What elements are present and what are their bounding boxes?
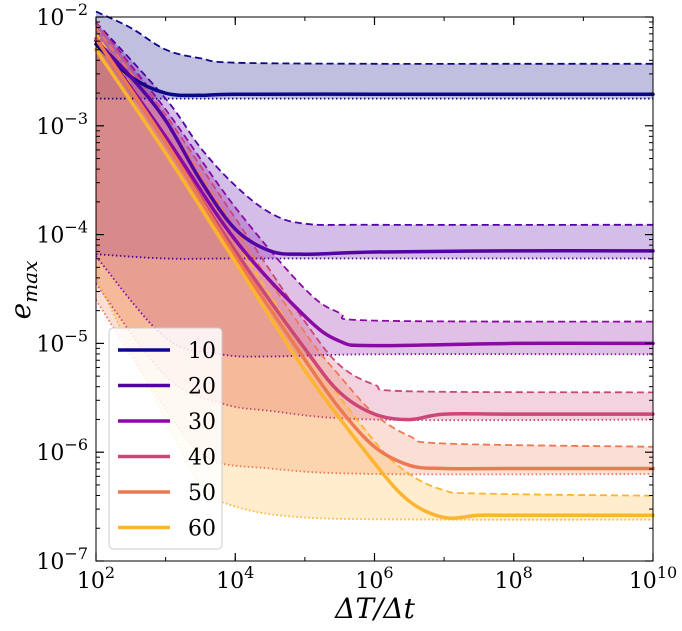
x-tick-label-exp: 8 bbox=[523, 563, 533, 582]
y-axis-title-sub: max bbox=[18, 261, 42, 303]
x-tick-label-exp: 6 bbox=[383, 563, 393, 582]
x-tick-labels: 102 104 106 108 1010 bbox=[77, 563, 677, 594]
x-tick-label: 1010 bbox=[629, 563, 677, 594]
x-tick-label: 108 bbox=[495, 563, 533, 594]
band-series-60 bbox=[96, 33, 653, 520]
x-tick-label-base: 10 bbox=[216, 569, 244, 594]
band-series-50 bbox=[96, 27, 653, 475]
x-tick-label-exp: 4 bbox=[244, 563, 254, 582]
y-tick-label: 10−7 bbox=[36, 544, 88, 575]
legend-label-20: 20 bbox=[188, 375, 216, 400]
y-tick-label-base: 10 bbox=[36, 115, 64, 140]
y-tick-label: 10−6 bbox=[36, 435, 88, 466]
y-axis-title-base: e bbox=[4, 303, 37, 320]
band-series-20 bbox=[96, 22, 653, 259]
x-tick-label-base: 10 bbox=[629, 569, 657, 594]
band-series-40 bbox=[96, 22, 653, 421]
legend-label-30: 30 bbox=[188, 410, 216, 435]
y-tick-label-exp: −3 bbox=[64, 109, 88, 128]
x-tick-label-base: 10 bbox=[495, 569, 523, 594]
legend-items: 10 20 30 40 50 60 bbox=[118, 339, 216, 542]
y-axis-title: emax bbox=[4, 261, 42, 320]
upper-line-series-10 bbox=[95, 10, 653, 65]
y-tick-label: 10−4 bbox=[36, 218, 88, 249]
legend: 10 20 30 40 50 60 bbox=[108, 327, 223, 550]
upper-line-series-30 bbox=[95, 21, 654, 323]
lower-line-series-40 bbox=[95, 283, 654, 422]
legend-label-10: 10 bbox=[188, 339, 216, 364]
minor-ticks bbox=[95, 17, 654, 561]
median-line-series-60 bbox=[94, 47, 655, 520]
x-tick-label: 104 bbox=[216, 563, 254, 594]
x-tick-label: 106 bbox=[355, 563, 393, 594]
band-series-10 bbox=[96, 11, 653, 99]
y-tick-label: 10−5 bbox=[36, 326, 88, 357]
y-tick-label-base: 10 bbox=[36, 224, 64, 249]
x-axis-title: ΔT/Δt bbox=[334, 592, 416, 625]
x-tick-label-exp: 10 bbox=[657, 563, 677, 582]
upper-line-series-40 bbox=[95, 21, 654, 394]
x-tick-label: 102 bbox=[77, 563, 115, 594]
x-tick-label-exp: 2 bbox=[105, 563, 115, 582]
x-tick-label-base: 10 bbox=[77, 569, 105, 594]
y-tick-label: 10−2 bbox=[36, 0, 88, 31]
y-tick-label-base: 10 bbox=[36, 6, 64, 31]
y-tick-label-exp: −2 bbox=[64, 0, 88, 19]
upper-line-series-20 bbox=[95, 21, 654, 226]
y-tick-label: 10−3 bbox=[36, 109, 88, 140]
uncertainty-bands bbox=[96, 11, 653, 520]
legend-label-40: 40 bbox=[188, 446, 216, 471]
legend-label-60: 60 bbox=[188, 517, 216, 542]
y-tick-label-base: 10 bbox=[36, 441, 64, 466]
legend-label-50: 50 bbox=[188, 481, 216, 506]
median-line-series-50 bbox=[94, 37, 655, 471]
band-series-30 bbox=[96, 22, 653, 357]
y-tick-label-base: 10 bbox=[36, 550, 64, 575]
y-tick-labels: 10−710−610−510−410−310−2 bbox=[36, 0, 88, 575]
major-ticks bbox=[95, 16, 654, 562]
y-tick-label-exp: −5 bbox=[64, 326, 88, 345]
y-tick-label-exp: −7 bbox=[64, 544, 88, 563]
median-line-series-20 bbox=[94, 39, 655, 256]
upper-line-series-50 bbox=[95, 27, 654, 448]
median-lines bbox=[94, 37, 655, 520]
lower-line-series-60 bbox=[95, 277, 654, 521]
y-tick-label-exp: −6 bbox=[64, 435, 88, 454]
median-line-series-10 bbox=[94, 42, 655, 98]
x-tick-label-base: 10 bbox=[355, 569, 383, 594]
median-line-series-30 bbox=[94, 37, 655, 348]
y-tick-label-exp: −4 bbox=[64, 218, 88, 237]
y-tick-label-base: 10 bbox=[36, 332, 64, 357]
